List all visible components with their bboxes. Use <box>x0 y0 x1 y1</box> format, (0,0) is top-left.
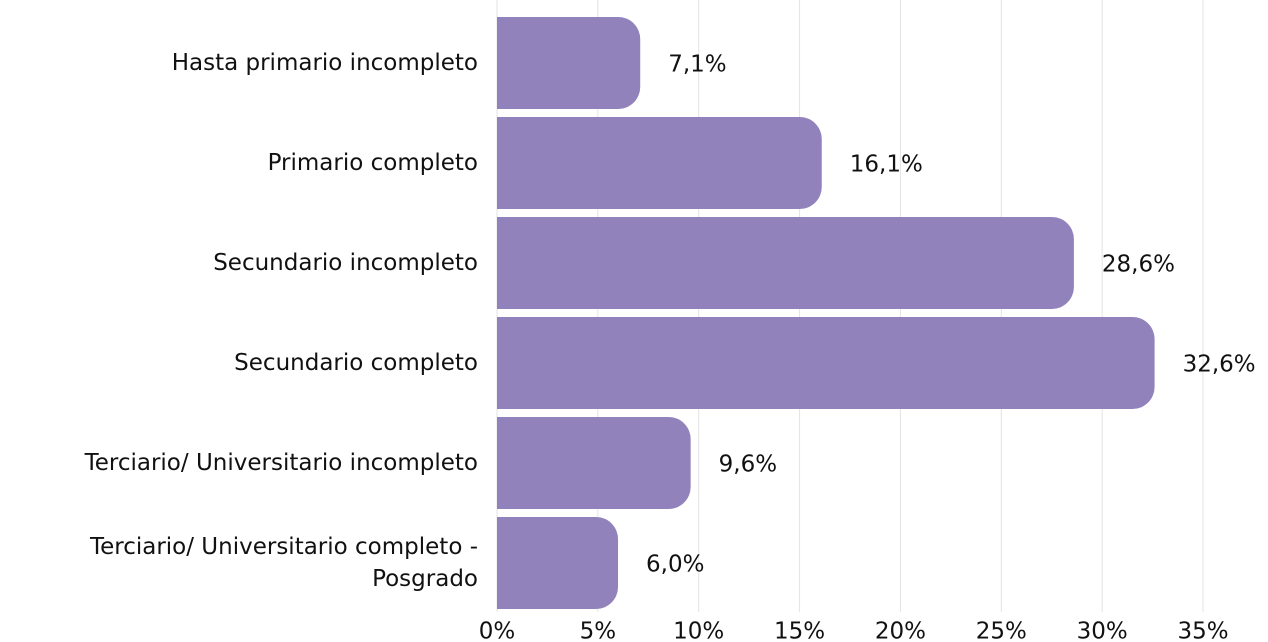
category-label: Terciario/ Universitario completo - Posg… <box>89 534 478 592</box>
x-tick-label: 0% <box>479 619 516 642</box>
value-label: 32,6% <box>1183 352 1256 378</box>
x-tick-label: 20% <box>875 619 926 642</box>
bar <box>497 217 1074 309</box>
category-label: Secundario incompleto <box>213 250 478 276</box>
value-label: 6,0% <box>646 552 704 578</box>
value-label: 16,1% <box>850 152 923 178</box>
bar <box>497 317 1155 409</box>
x-tick-label: 35% <box>1177 619 1228 642</box>
category-label: Secundario completo <box>234 350 478 376</box>
x-tick-label: 15% <box>774 619 825 642</box>
category-label: Primario completo <box>267 150 478 176</box>
x-tick-label: 30% <box>1077 619 1128 642</box>
x-tick-label: 5% <box>580 619 617 642</box>
value-label: 28,6% <box>1102 252 1175 278</box>
value-label: 9,6% <box>719 452 777 478</box>
value-label: 7,1% <box>668 52 726 78</box>
category-label: Terciario/ Universitario incompleto <box>84 450 478 476</box>
category-label: Hasta primario incompleto <box>171 50 478 76</box>
bar <box>497 17 641 109</box>
x-tick-label: 10% <box>673 619 724 642</box>
bar <box>497 117 822 209</box>
x-tick-label: 25% <box>976 619 1027 642</box>
bar <box>497 417 691 509</box>
bar <box>497 517 619 609</box>
